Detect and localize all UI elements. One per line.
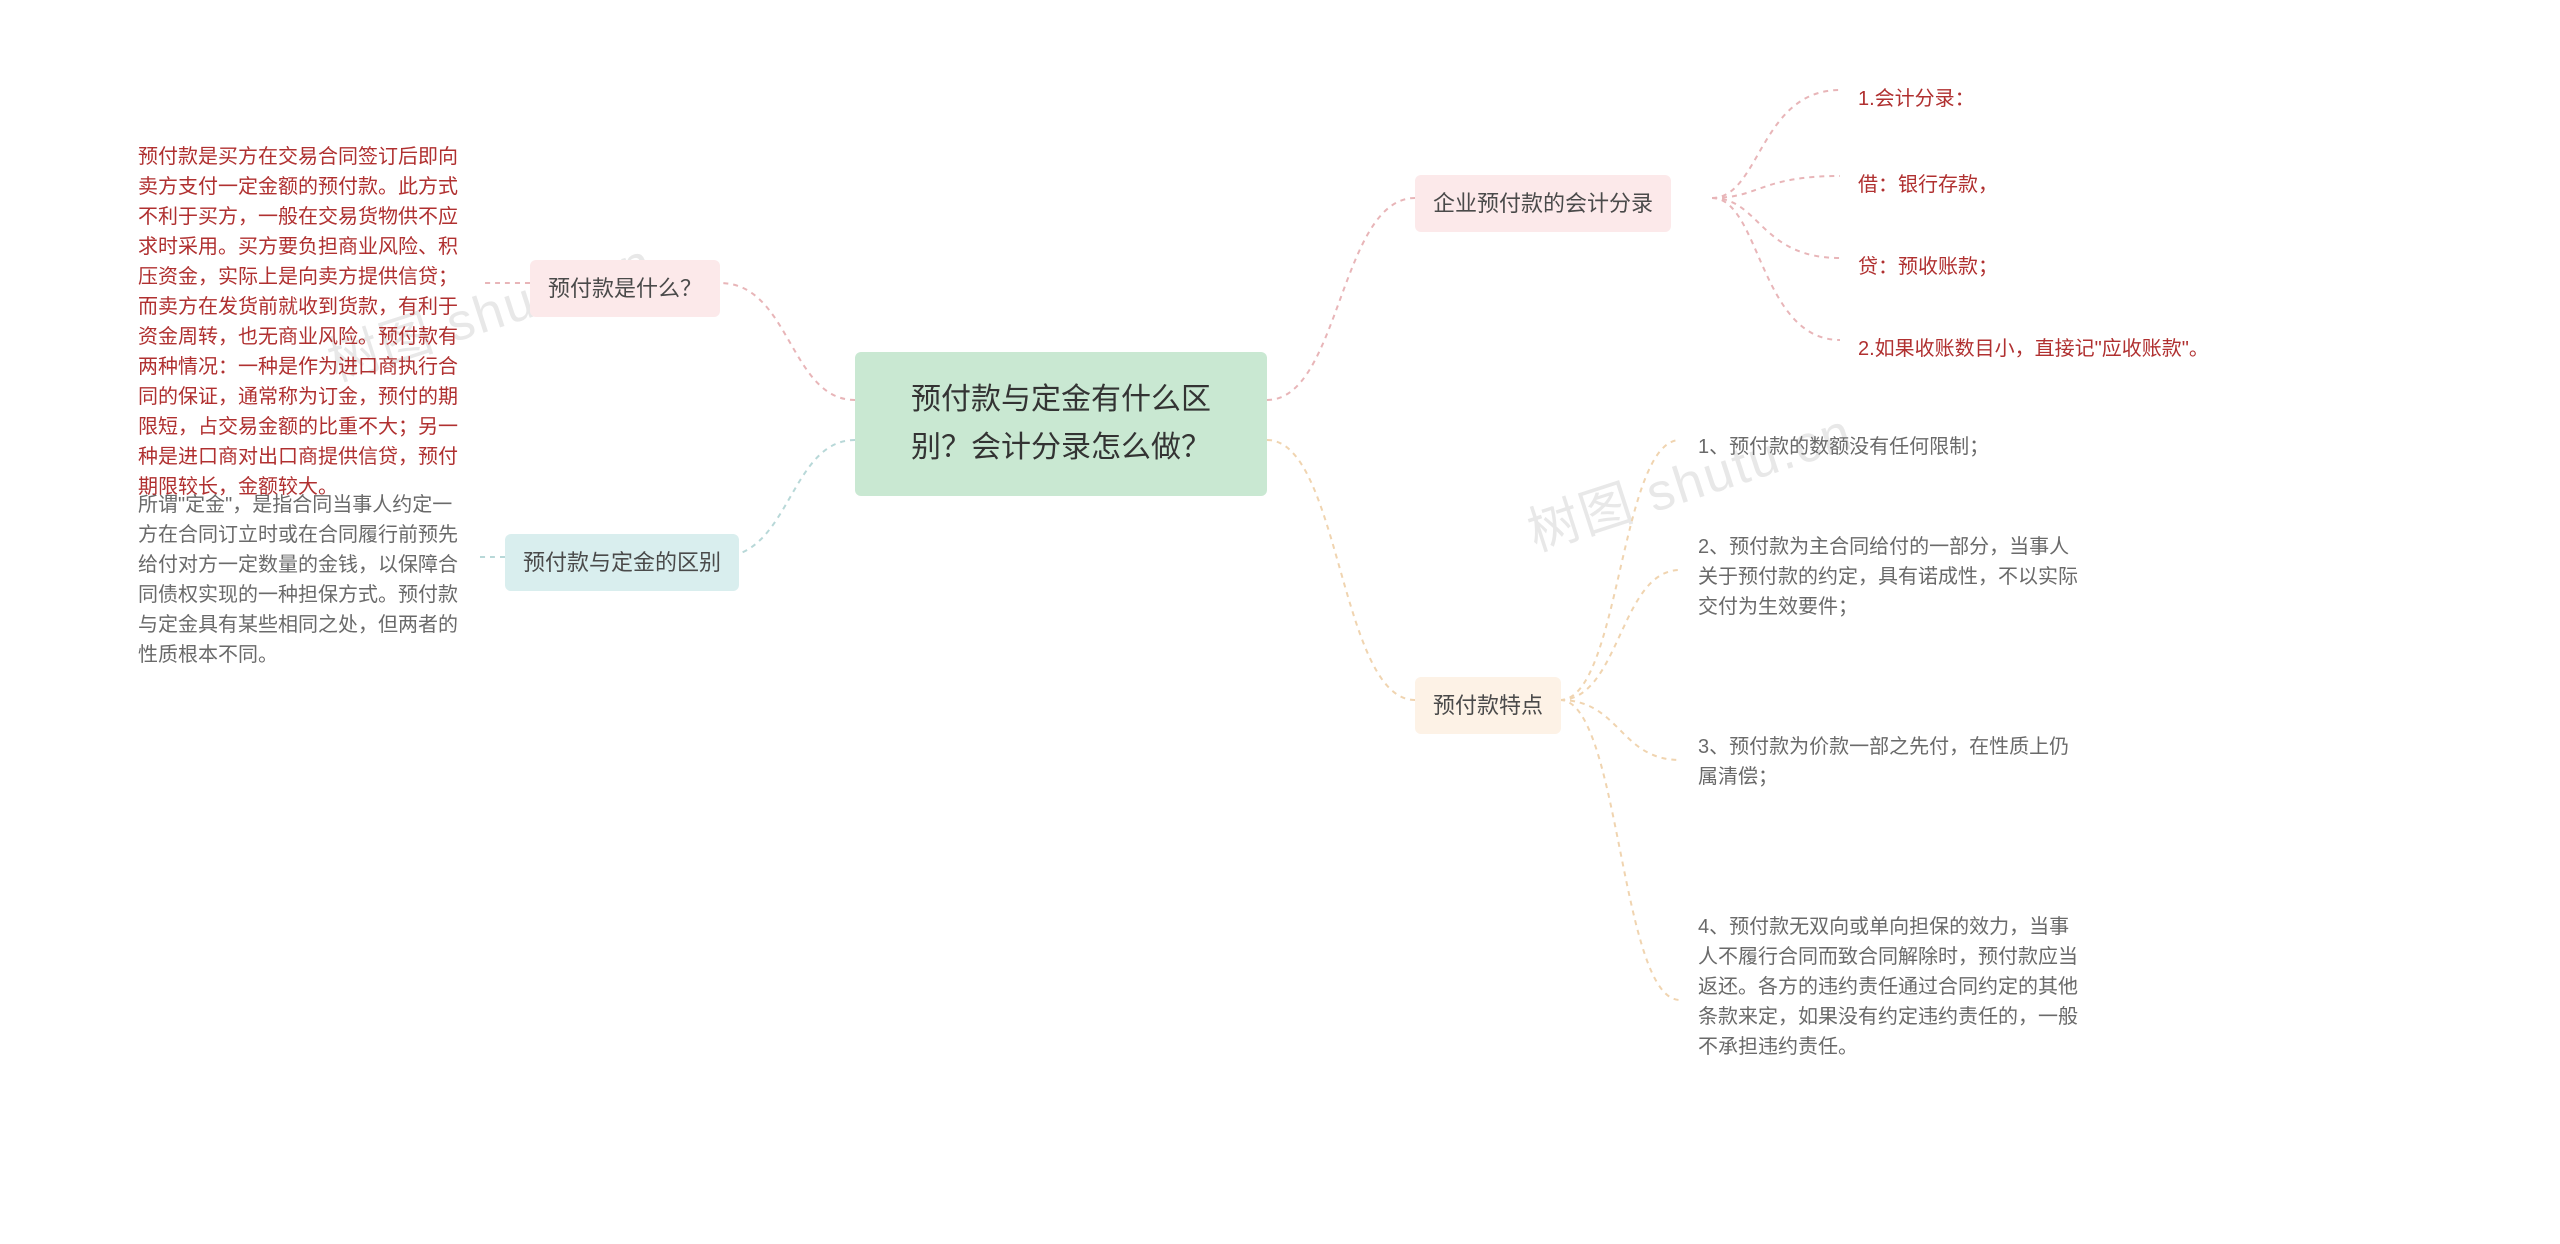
left-branch-what-is[interactable]: 预付款是什么？ (530, 260, 720, 317)
root-label: 预付款与定金有什么区别？会计分录怎么做？ (911, 383, 1211, 464)
right-b1-item-4-text: 2.如果收账数目小，直接记"应收账款"。 (1858, 338, 2209, 360)
right-branch-features[interactable]: 预付款特点 (1415, 677, 1561, 734)
right-b1-item-3-text: 贷：预收账款； (1858, 256, 1998, 278)
right-b2-item-2-text: 2、预付款为主合同给付的一部分，当事人关于预付款的约定，具有诺成性，不以实际交付… (1698, 536, 2078, 618)
left-b2-detail-text: 所谓"定金"，是指合同当事人约定一方在合同订立时或在合同履行前预先给付对方一定数… (138, 494, 458, 666)
right-branch-accounting[interactable]: 企业预付款的会计分录 (1415, 175, 1671, 232)
right-b2-item-2: 2、预付款为主合同给付的一部分，当事人关于预付款的约定，具有诺成性，不以实际交付… (1680, 520, 2100, 634)
right-b2-label: 预付款特点 (1433, 693, 1543, 718)
right-b1-item-3: 贷：预收账款； (1840, 240, 2016, 294)
right-b1-item-2-text: 借：银行存款， (1858, 174, 1998, 196)
right-b1-item-2: 借：银行存款， (1840, 158, 2016, 212)
right-b1-label: 企业预付款的会计分录 (1433, 191, 1653, 216)
left-branch-difference[interactable]: 预付款与定金的区别 (505, 534, 739, 591)
right-b1-item-4: 2.如果收账数目小，直接记"应收账款"。 (1840, 322, 2227, 376)
left-b1-label: 预付款是什么？ (548, 276, 702, 301)
right-b1-item-1: 1.会计分录： (1840, 72, 1993, 126)
right-b2-item-3: 3、预付款为价款一部之先付，在性质上仍属清偿； (1680, 720, 2100, 804)
left-b1-detail-text: 预付款是买方在交易合同签订后即向卖方支付一定金额的预付款。此方式不利于买方，一般… (138, 146, 458, 498)
left-b2-label: 预付款与定金的区别 (523, 550, 721, 575)
left-b1-detail: 预付款是买方在交易合同签订后即向卖方支付一定金额的预付款。此方式不利于买方，一般… (120, 130, 490, 514)
right-b2-item-4-text: 4、预付款无双向或单向担保的效力，当事人不履行合同而致合同解除时，预付款应当返还… (1698, 916, 2078, 1058)
root-node[interactable]: 预付款与定金有什么区别？会计分录怎么做？ (855, 352, 1267, 496)
right-b2-item-1: 1、预付款的数额没有任何限制； (1680, 420, 2100, 474)
right-b2-item-3-text: 3、预付款为价款一部之先付，在性质上仍属清偿； (1698, 736, 2069, 788)
right-b1-item-1-text: 1.会计分录： (1858, 88, 1975, 110)
left-b2-detail: 所谓"定金"，是指合同当事人约定一方在合同订立时或在合同履行前预先给付对方一定数… (120, 478, 490, 682)
right-b2-item-1-text: 1、预付款的数额没有任何限制； (1698, 436, 1989, 458)
right-b2-item-4: 4、预付款无双向或单向担保的效力，当事人不履行合同而致合同解除时，预付款应当返还… (1680, 900, 2100, 1074)
